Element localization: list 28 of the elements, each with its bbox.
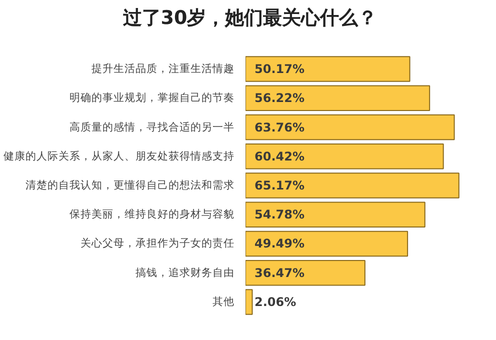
data-label: 49.49%	[254, 236, 304, 251]
data-label: 36.47%	[254, 266, 304, 280]
y-tick-label: 健康的人际关系，从家人、朋友处获得情感支持	[4, 149, 234, 162]
bar	[246, 260, 366, 286]
bar	[246, 172, 460, 198]
data-label: 60.42%	[254, 149, 304, 164]
bar	[246, 85, 430, 112]
data-label: 50.17%	[254, 62, 304, 76]
bar	[246, 144, 444, 170]
bar	[246, 230, 408, 257]
data-label: 63.76%	[254, 120, 304, 134]
y-tick-label: 关心父母，承担作为子女的责任	[80, 236, 234, 250]
y-tick-label: 明确的事业规划，掌握自己的节奏	[70, 91, 234, 104]
y-tick-label: 清楚的自我认知，更懂得自己的想法和需求	[26, 178, 234, 192]
y-tick-label: 保持美丽，维持良好的身材与容貌	[70, 208, 234, 221]
bar	[246, 202, 426, 228]
data-label: 65.17%	[254, 178, 304, 192]
chart-title: 过了30岁，她们最关心什么？	[122, 6, 378, 31]
data-label: 2.06%	[254, 294, 296, 309]
y-tick-label: 提升生活品质，注重生活情趣	[92, 62, 234, 76]
data-label: 54.78%	[254, 208, 304, 222]
y-tick-label: 其他	[212, 294, 234, 308]
bar	[246, 114, 455, 140]
y-tick-label: 搞钱，追求财务自由	[136, 266, 234, 279]
y-tick-label: 高质量的感情，寻找合适的另一半	[70, 120, 234, 134]
bar	[246, 56, 410, 82]
bar	[246, 289, 253, 315]
data-label: 56.22%	[254, 91, 304, 106]
